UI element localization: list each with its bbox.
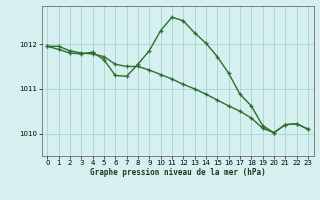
X-axis label: Graphe pression niveau de la mer (hPa): Graphe pression niveau de la mer (hPa) (90, 168, 266, 177)
